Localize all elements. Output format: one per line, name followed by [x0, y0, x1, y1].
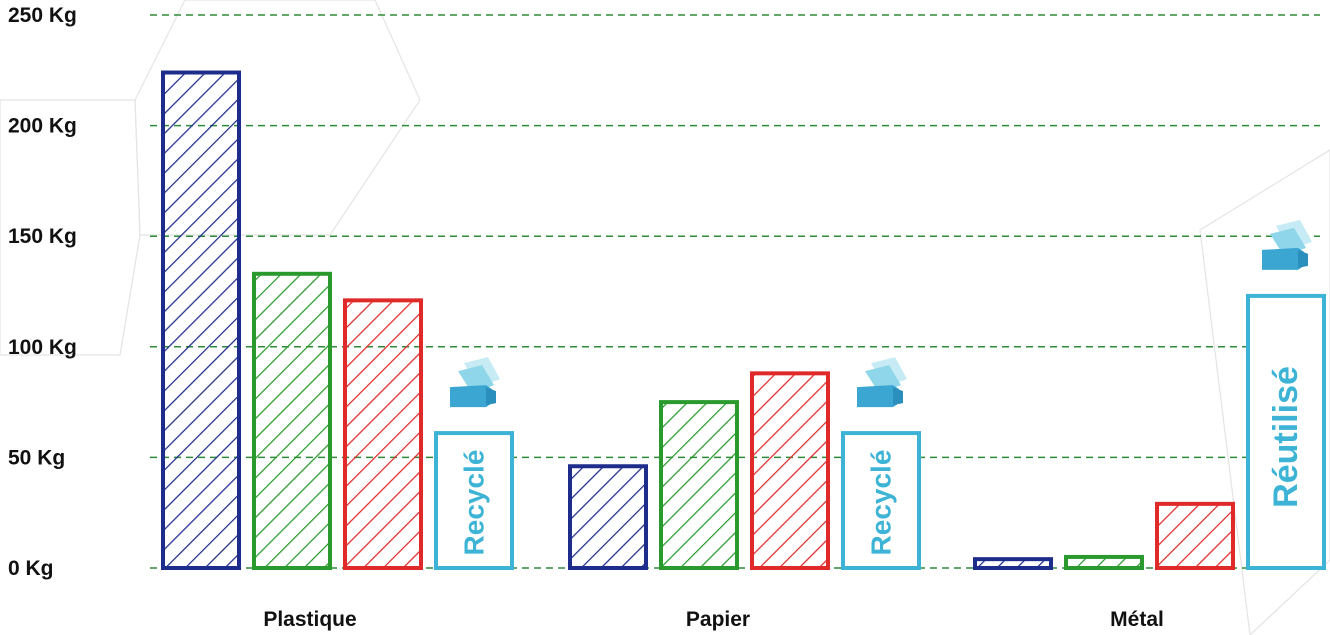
background-hexagon — [1199, 149, 1330, 635]
y-tick-label: 50 Kg — [8, 446, 65, 469]
bar-label: Recyclé — [866, 450, 897, 556]
y-tick-label: 250 Kg — [8, 4, 77, 27]
recycled-material-icon — [1262, 219, 1312, 270]
y-tick-label: 200 Kg — [8, 115, 77, 138]
recycled-material-icon — [857, 357, 907, 408]
bar-métal-1 — [973, 557, 1053, 570]
category-label-1: Papier — [686, 608, 750, 631]
y-axis-tick-labels: 0 Kg 50 Kg 100 Kg 150 Kg 200 Kg 250 Kg — [8, 4, 77, 580]
y-tick-label: 150 Kg — [8, 225, 77, 248]
bar-label: Réutilisé — [1267, 366, 1305, 508]
category-label-2: Métal — [1110, 608, 1164, 631]
recycled-material-icon — [450, 357, 500, 408]
bar-plastique-3 — [343, 298, 423, 570]
bar-papier-4 — [841, 431, 921, 570]
bar-plastique-1 — [161, 70, 241, 571]
bar-plastique-2 — [252, 271, 332, 570]
y-tick-label: 0 Kg — [8, 557, 54, 580]
bar-papier-3 — [750, 371, 830, 570]
y-tick-label: 100 Kg — [8, 336, 77, 359]
background-hexagon — [0, 99, 141, 356]
bar-plastique-4 — [434, 431, 514, 570]
bar-papier-1 — [568, 464, 648, 570]
bar-métal-3 — [1155, 501, 1235, 570]
category-labels: Plastique Papier Métal — [263, 608, 1164, 631]
bars: Recyclé Recyclé Réutilisé — [161, 70, 1326, 571]
category-label-0: Plastique — [263, 608, 356, 631]
bar-papier-2 — [659, 400, 739, 570]
bar-label: Recyclé — [459, 450, 490, 556]
bar-métal-2 — [1064, 554, 1144, 571]
bar-métal-4 — [1246, 293, 1326, 570]
